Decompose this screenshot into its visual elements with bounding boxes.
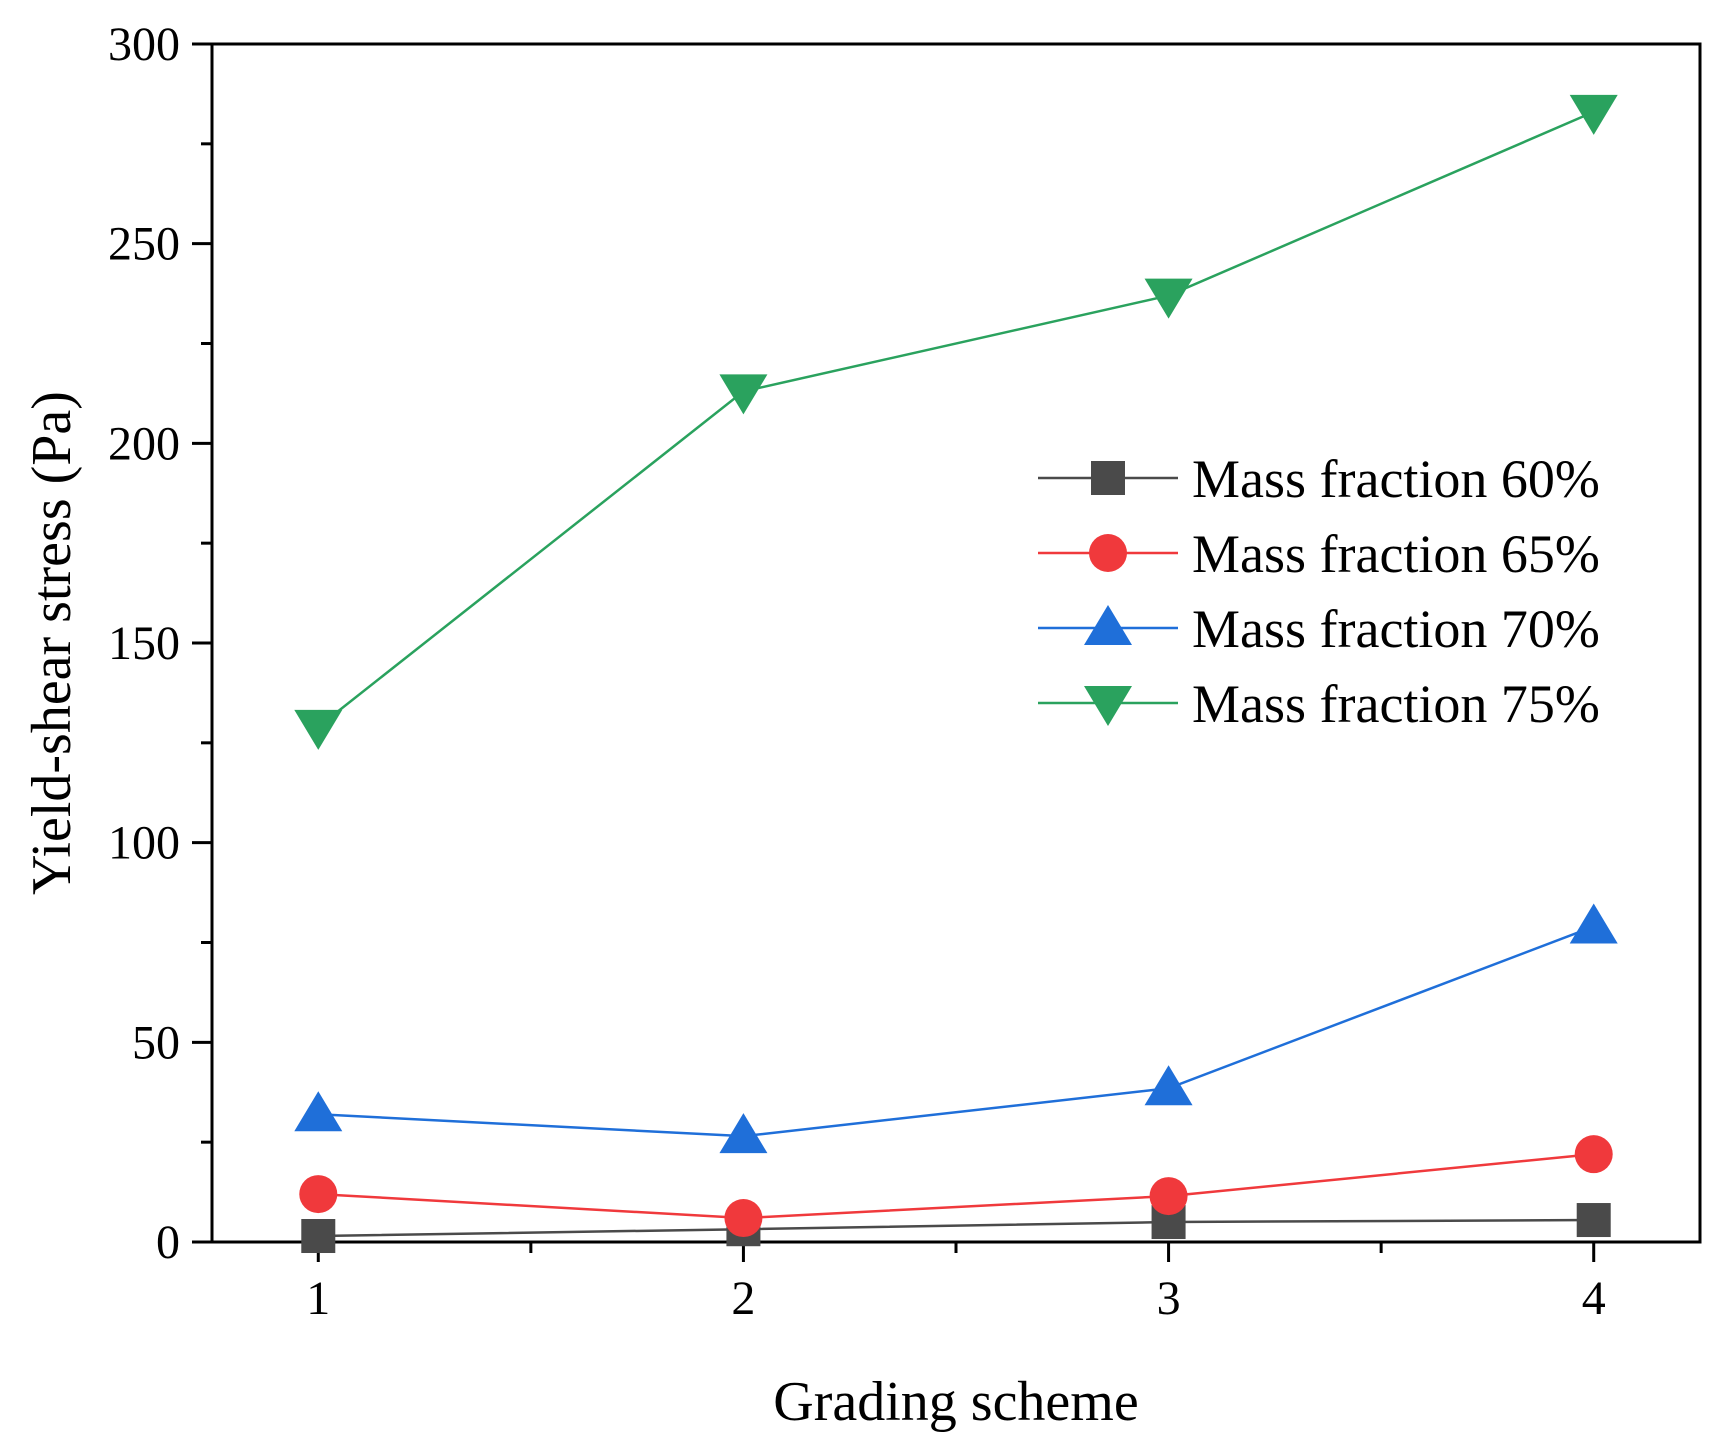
y-tick-label: 150	[108, 617, 180, 670]
legend-item: Mass fraction 65%	[1038, 524, 1600, 584]
data-point	[724, 1199, 763, 1238]
x-tick-label: 2	[731, 1272, 755, 1325]
x-tick-label: 3	[1157, 1272, 1181, 1325]
series-line	[317, 110, 1595, 728]
data-point	[301, 1219, 336, 1254]
legend-marker	[1084, 605, 1132, 645]
data-point	[1569, 94, 1618, 135]
series-line	[318, 1152, 1594, 1220]
series-line	[318, 1218, 1594, 1238]
legend-item: Mass fraction 70%	[1038, 599, 1600, 659]
legend-label: Mass fraction 75%	[1192, 674, 1600, 734]
series-line	[318, 925, 1595, 1138]
legend-marker	[1084, 686, 1132, 726]
data-point	[1569, 903, 1618, 944]
y-tick-label: 0	[156, 1216, 180, 1269]
data-point	[299, 1175, 338, 1214]
x-tick-label: 1	[306, 1272, 330, 1325]
series-1	[299, 1135, 1613, 1238]
legend-label: Mass fraction 65%	[1192, 524, 1600, 584]
y-tick-label: 250	[108, 218, 180, 271]
data-point	[1574, 1135, 1613, 1174]
y-tick-label: 200	[108, 417, 180, 470]
data-point	[294, 709, 343, 750]
series-2	[294, 903, 1618, 1154]
y-axis-title: Yield-shear stress (Pa)	[21, 391, 83, 895]
data-point	[1144, 278, 1193, 319]
legend-label: Mass fraction 60%	[1192, 449, 1600, 509]
data-point	[1576, 1203, 1611, 1238]
x-axis-title: Grading scheme	[773, 1371, 1138, 1433]
data-point	[1144, 1065, 1193, 1106]
data-point	[719, 374, 768, 415]
legend-item: Mass fraction 60%	[1038, 449, 1600, 509]
legend-label: Mass fraction 70%	[1192, 599, 1600, 659]
x-tick-label: 4	[1582, 1272, 1606, 1325]
data-point	[719, 1113, 768, 1154]
plot-area: 0 50 100 150 200 250 300 1 2 3 4	[108, 18, 1702, 1325]
legend-marker	[1089, 534, 1127, 572]
series-3	[294, 94, 1618, 750]
legend-item: Mass fraction 75%	[1038, 674, 1600, 734]
y-tick-label: 100	[108, 817, 180, 870]
legend-marker	[1091, 461, 1125, 495]
data-point	[294, 1091, 343, 1132]
y-tick-label: 50	[132, 1016, 180, 1069]
data-point	[1149, 1177, 1188, 1216]
y-tick-label: 300	[108, 18, 180, 71]
legend: Mass fraction 60% Mass fraction 65% Mass f…	[1038, 449, 1600, 734]
